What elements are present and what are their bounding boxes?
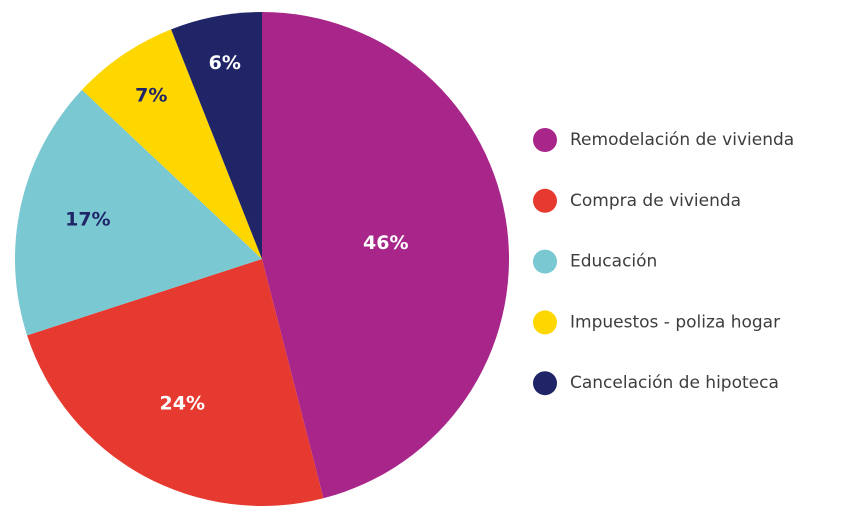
slice-label: 6% [209,52,241,74]
pie-slice [262,12,509,499]
slice-label: 17% [65,209,110,231]
legend-swatch [533,128,557,152]
slice-label: 46% [363,232,408,254]
slice-label: 24% [160,393,205,415]
legend-label: Educación [570,252,657,272]
legend-label: Cancelación de hipoteca [570,373,779,393]
legend-label: Impuestos - poliza hogar [570,312,780,332]
legend-label: Remodelación de vivienda [570,130,794,150]
pie-slice [27,259,324,507]
pie-slice [171,12,262,259]
legend-label: Compra de vivienda [570,191,741,211]
slice-label: 7% [135,85,167,107]
pie-slice [81,29,262,259]
legend-swatch [533,188,557,213]
legend-swatch [533,310,557,335]
pie-slice [15,89,263,336]
legend-swatch [533,371,557,396]
legend-swatch [533,249,557,274]
